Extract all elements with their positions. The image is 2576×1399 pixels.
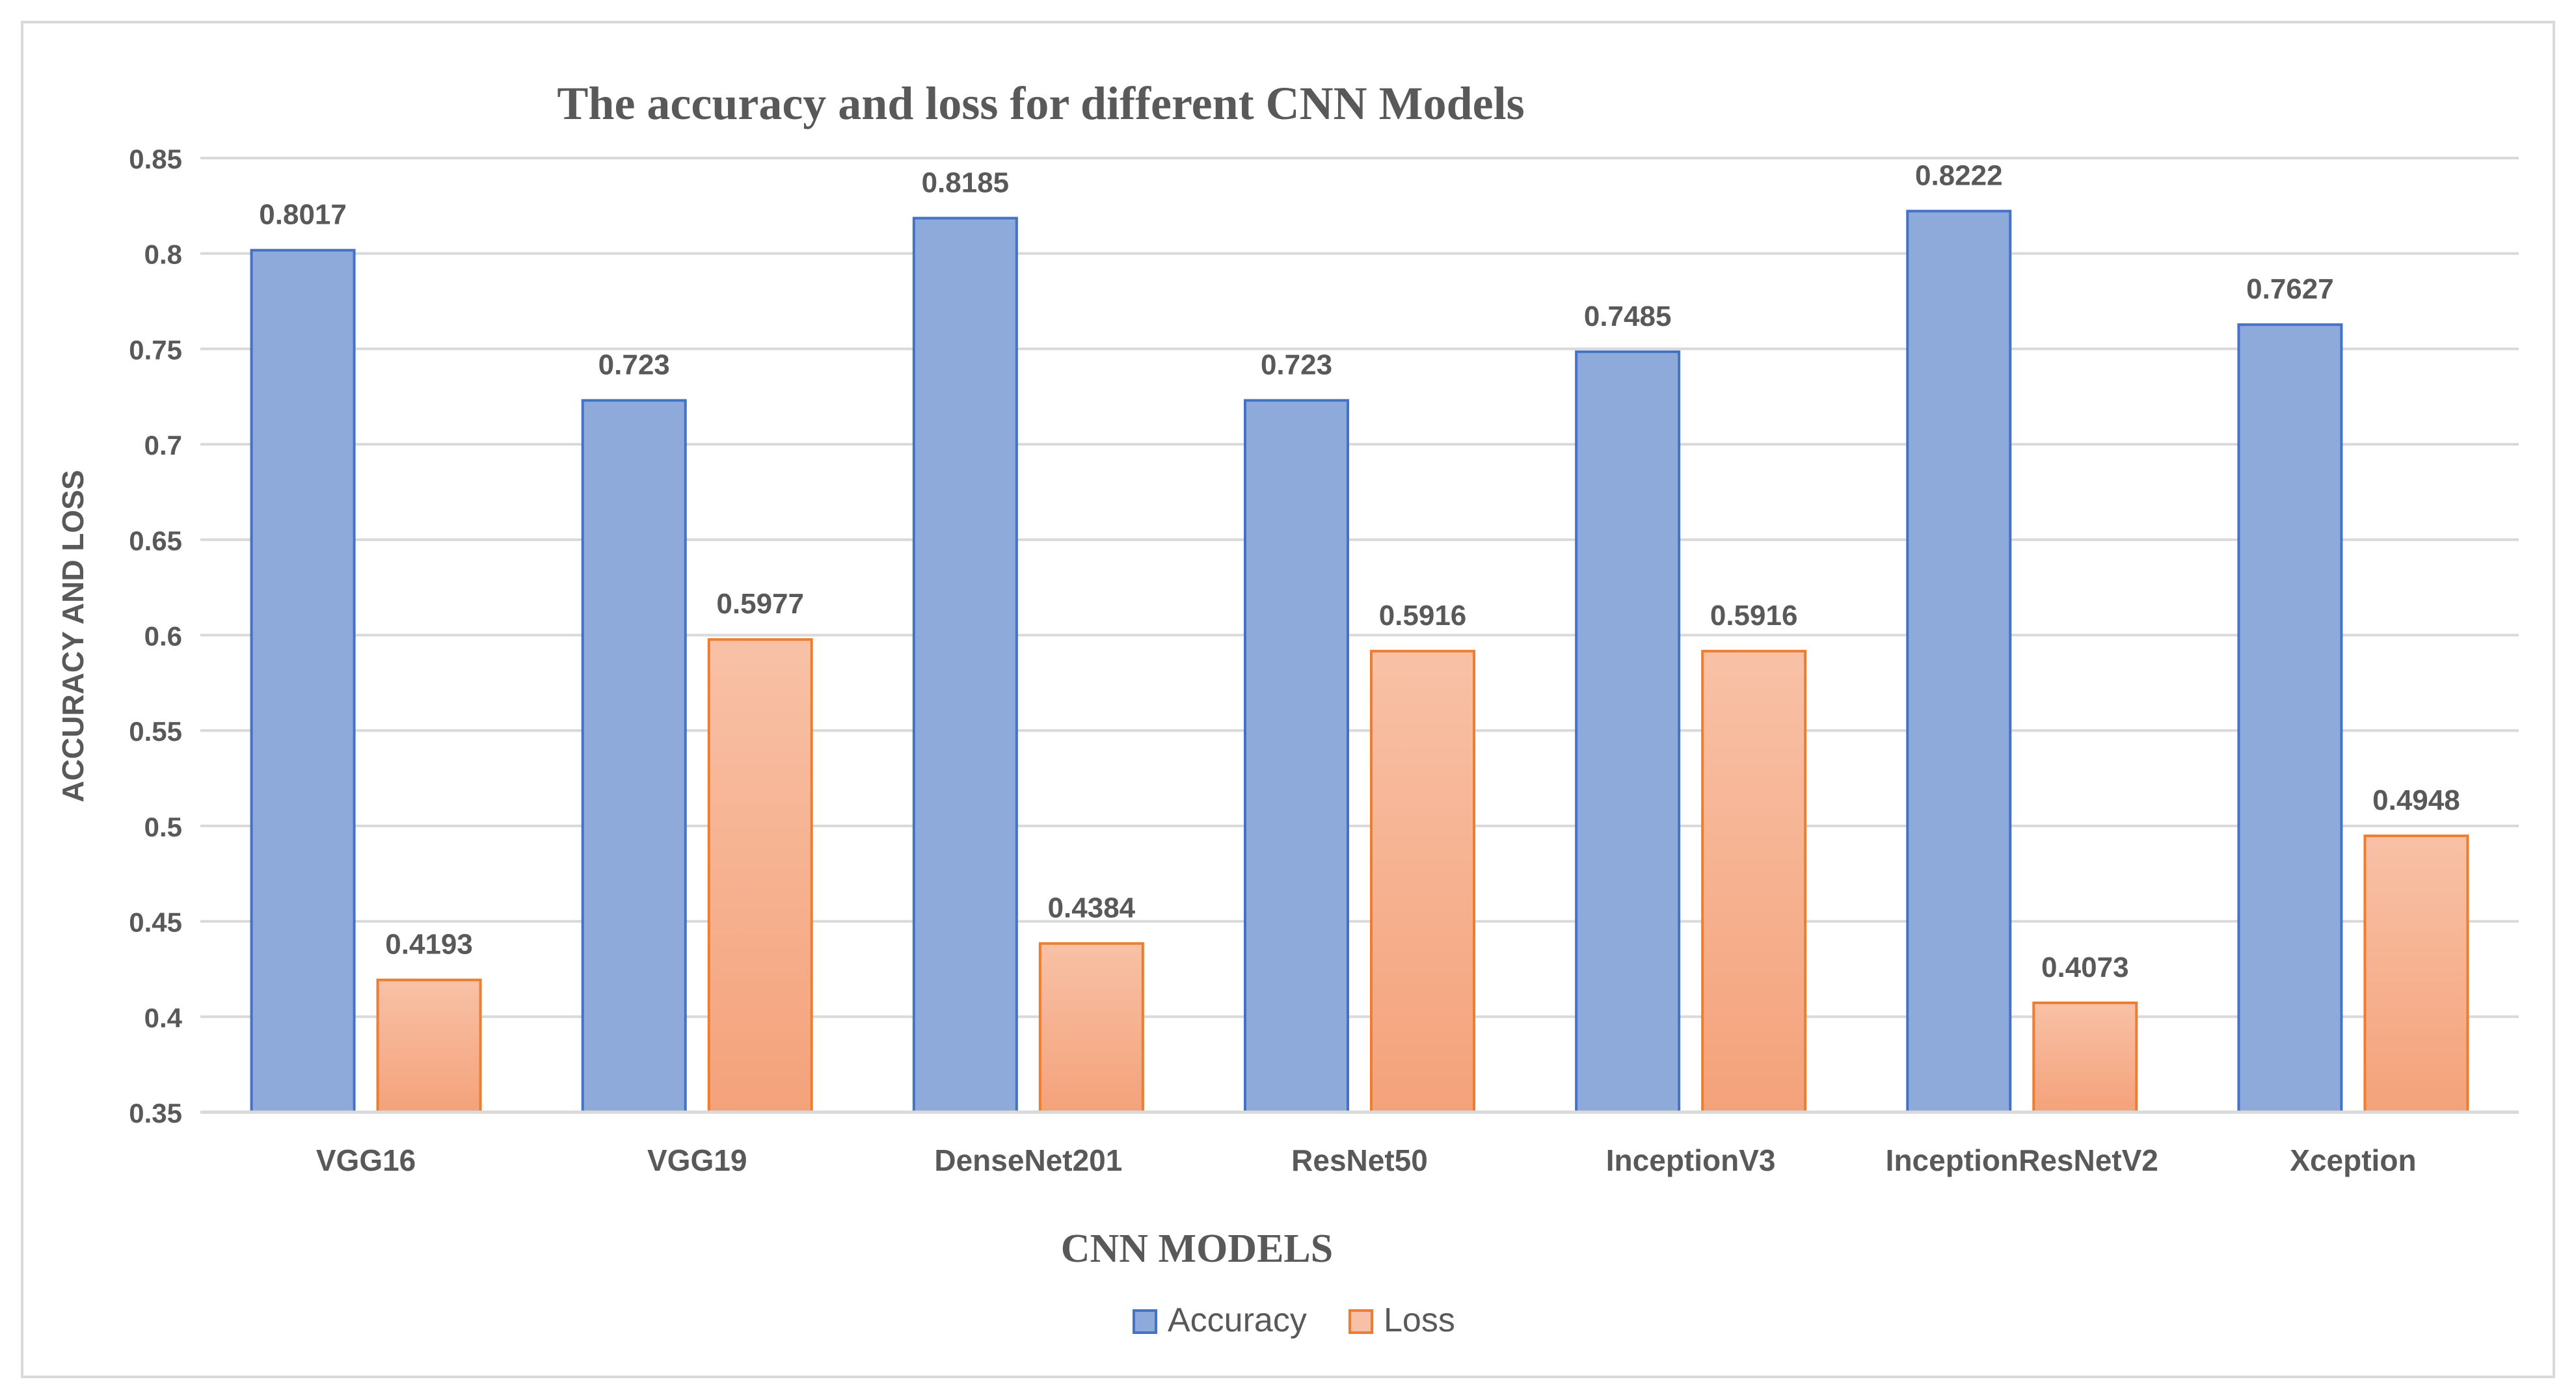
data-label-loss: 0.4073 bbox=[2041, 952, 2129, 983]
y-tick-label: 0.4 bbox=[144, 1002, 183, 1033]
x-tick-label: VGG16 bbox=[316, 1143, 416, 1177]
y-tick-label: 0.65 bbox=[129, 526, 182, 556]
gridlines bbox=[200, 157, 2519, 1019]
bar-loss-vgg19 bbox=[707, 638, 813, 1113]
bar-accuracy-vgg19 bbox=[581, 399, 687, 1113]
data-label-accuracy: 0.723 bbox=[598, 349, 670, 381]
chart-title: The accuracy and loss for different CNN … bbox=[557, 77, 1524, 129]
legend-swatch-accuracy bbox=[1133, 1309, 1157, 1334]
x-axis-title: CNN MODELS bbox=[1061, 1227, 1334, 1271]
data-label-accuracy: 0.8222 bbox=[1915, 160, 2003, 192]
y-tick-label: 0.5 bbox=[144, 812, 182, 842]
data-label-loss: 0.4948 bbox=[2372, 784, 2460, 816]
y-axis-title: ACCURACY AND LOSS bbox=[56, 470, 90, 802]
legend-swatch-loss bbox=[1348, 1309, 1373, 1334]
bar-accuracy-xception bbox=[2237, 323, 2343, 1114]
data-label-loss: 0.4193 bbox=[385, 929, 473, 961]
bar-accuracy-inceptionv3 bbox=[1575, 350, 1681, 1113]
x-tick-label: ResNet50 bbox=[1291, 1143, 1428, 1177]
y-tick-label: 0.75 bbox=[129, 334, 182, 365]
bar-loss-xception bbox=[2363, 834, 2469, 1114]
data-label-accuracy: 0.7485 bbox=[1584, 300, 1672, 332]
x-tick-label: InceptionV3 bbox=[1606, 1143, 1776, 1177]
x-tick-label: VGG19 bbox=[647, 1143, 747, 1177]
data-labels: 0.8017 0.4193 0.723 0.5977 0.8185 0.4384 0.723… bbox=[259, 160, 2460, 983]
bars bbox=[250, 209, 2469, 1114]
data-label-accuracy: 0.8017 bbox=[259, 199, 347, 231]
data-label-loss: 0.5916 bbox=[1710, 600, 1798, 632]
bar-loss-vgg16 bbox=[376, 978, 482, 1114]
data-label-loss: 0.5977 bbox=[716, 588, 804, 620]
x-tick-label: InceptionResNetV2 bbox=[1886, 1143, 2158, 1177]
x-tick-label: Xception bbox=[2290, 1143, 2416, 1177]
bar-accuracy-resnet50 bbox=[1244, 399, 1349, 1113]
data-label-loss: 0.4384 bbox=[1048, 892, 1136, 924]
y-tick-label: 0.55 bbox=[129, 716, 182, 747]
bar-loss-inceptionv3 bbox=[1701, 650, 1807, 1113]
y-tick-label: 0.85 bbox=[129, 144, 182, 174]
legend-label-loss: Loss bbox=[1384, 1301, 1455, 1339]
data-label-accuracy: 0.8185 bbox=[922, 167, 1010, 198]
y-tick-label: 0.45 bbox=[129, 907, 182, 938]
legend: Accuracy Loss bbox=[1133, 1301, 1455, 1339]
y-tick-label: 0.7 bbox=[144, 430, 182, 460]
y-tick-label: 0.8 bbox=[144, 239, 182, 270]
bar-accuracy-vgg16 bbox=[250, 248, 356, 1114]
axes: 0.35 0.4 0.45 0.5 0.55 0.6 0.65 0.7 0.75 0.8 0.85 V… bbox=[129, 144, 2519, 1177]
data-label-accuracy: 0.7627 bbox=[2246, 273, 2334, 305]
data-label-accuracy: 0.723 bbox=[1261, 349, 1332, 381]
legend-label-accuracy: Accuracy bbox=[1168, 1301, 1307, 1339]
bar-loss-resnet50 bbox=[1370, 650, 1475, 1113]
bar-accuracy-inceptionresnetv2 bbox=[1906, 209, 2012, 1113]
data-label-loss: 0.5916 bbox=[1379, 600, 1467, 632]
bar-accuracy-densenet201 bbox=[912, 217, 1018, 1113]
bar-loss-inceptionresnetv2 bbox=[2032, 1001, 2138, 1114]
x-tick-label: DenseNet201 bbox=[934, 1143, 1122, 1177]
y-tick-label: 0.6 bbox=[144, 621, 182, 652]
y-tick-label: 0.35 bbox=[129, 1098, 182, 1128]
bar-loss-densenet201 bbox=[1038, 942, 1144, 1113]
